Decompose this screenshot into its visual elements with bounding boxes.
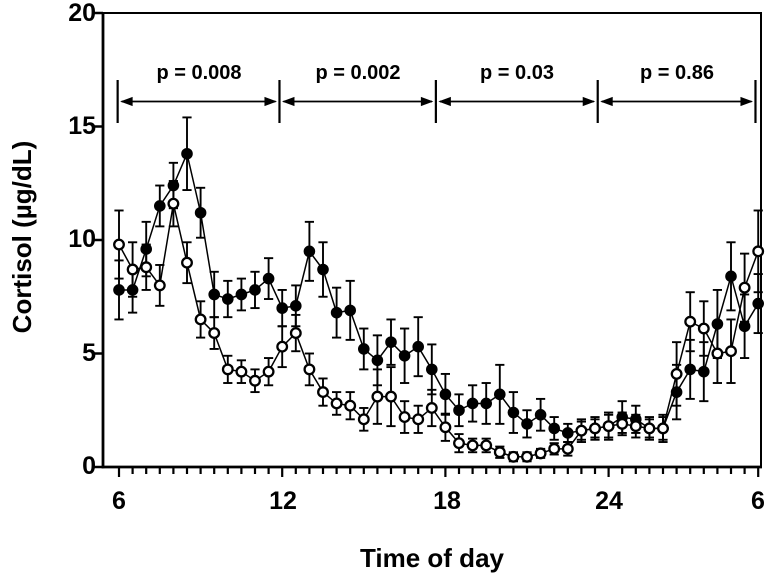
- y-tick-label-5: 5: [82, 339, 96, 367]
- y-tick-label-15: 15: [68, 112, 96, 140]
- p-value-annotation-1: p = 0.008: [156, 62, 242, 84]
- p-value-annotation-2: p = 0.002: [315, 62, 401, 84]
- x-tick-label-6am: 6: [112, 487, 126, 515]
- p-value-interval-arrows: [116, 80, 757, 123]
- x-axis-title: Time of day: [359, 543, 504, 573]
- y-tick-label-0: 0: [82, 452, 96, 480]
- p-value-annotation-4: p = 0.86: [640, 62, 714, 84]
- x-axis-ticks: [117, 467, 760, 477]
- x-tick-label-6am-next: 6: [751, 487, 765, 515]
- markers-filled-circles: [113, 147, 765, 439]
- y-axis-ticks: [94, 11, 103, 469]
- y-tick-label-10: 10: [68, 225, 96, 253]
- y-axis-title: Cortisol (µg/dL): [7, 140, 37, 334]
- markers-open-circles: [113, 197, 765, 463]
- p-value-annotation-3: p = 0.03: [480, 62, 554, 84]
- x-tick-label-18: 18: [433, 487, 461, 515]
- x-tick-label-24: 24: [595, 487, 623, 515]
- y-tick-label-20: 20: [68, 0, 96, 27]
- x-tick-label-12: 12: [269, 487, 297, 515]
